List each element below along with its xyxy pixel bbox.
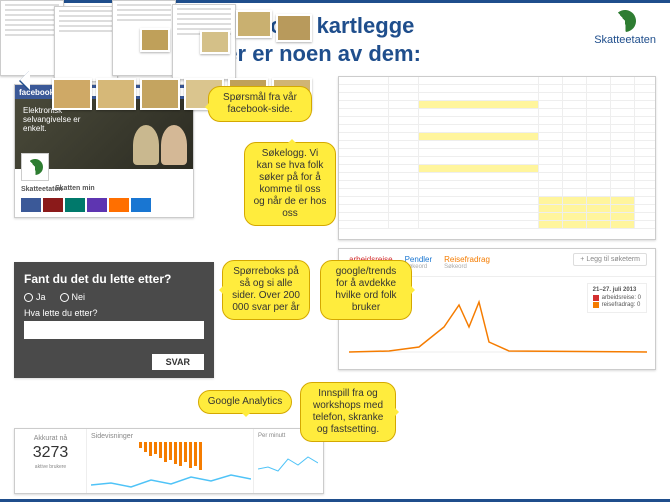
facebook-tile (21, 198, 41, 212)
workshop-photo (140, 78, 180, 110)
facebook-tile (43, 198, 63, 212)
trends-term: ReisefradragSøkeord (444, 255, 490, 270)
callout-trends: google/trends for å avdekke hvilke ord f… (320, 260, 412, 320)
facebook-cover-people (133, 125, 187, 165)
facebook-tiles (15, 196, 193, 214)
survey-title: Fant du det du lette etter? (14, 262, 214, 292)
doc-page (54, 6, 118, 82)
workshop-photo (96, 78, 136, 110)
facebook-tile (87, 198, 107, 212)
workshop-photo (236, 10, 272, 38)
ga-sparkline (91, 465, 251, 489)
radio-icon (24, 293, 33, 302)
callout-facebook: Spørsmål fra vår facebook-side. (208, 86, 312, 122)
workshop-photo (52, 78, 92, 110)
workshop-photo (276, 14, 312, 42)
workshop-photo (200, 30, 230, 54)
ga-now-sub: aktive brukere (17, 464, 84, 470)
spreadsheet-screenshot (338, 76, 656, 240)
brand-mark-icon (610, 6, 641, 37)
trends-legend-date: 21–27. juli 2013 (593, 287, 641, 293)
facebook-tile (131, 198, 151, 212)
facebook-avatar (21, 153, 49, 181)
brand-name: Skatteetaten (594, 34, 656, 46)
ga-now-value: 3273 (17, 444, 84, 462)
analytics-screenshot: Akkurat nå 3273 aktive brukere Sidevisni… (14, 428, 324, 494)
workshop-photo (140, 28, 170, 52)
survey-submit-button[interactable]: SVAR (152, 354, 204, 370)
brand-logo: Skatteetaten (594, 10, 656, 46)
facebook-tile (65, 198, 85, 212)
ga-now-label: Akkurat nå (17, 435, 84, 442)
survey-input[interactable] (24, 321, 204, 339)
trends-add-term[interactable]: + Legg til søketerm (573, 253, 647, 266)
survey-label: Hva lette du etter? (14, 308, 214, 321)
ga-mid-label: Sidevisninger (91, 433, 249, 440)
survey-form: Fant du det du lette etter? Ja Nei Hva l… (14, 262, 214, 378)
survey-option-yes[interactable]: Ja (24, 292, 46, 302)
survey-option-no[interactable]: Nei (60, 292, 86, 302)
facebook-tile (109, 198, 129, 212)
callout-searchlog: Søkelogg. Vi kan se hva folk søker på fo… (244, 142, 336, 226)
callout-ga: Google Analytics (198, 390, 292, 414)
facebook-page-title: Skatten min (55, 185, 187, 192)
ga-mini-chart (258, 439, 318, 479)
callout-survey: Spørreboks på så og si alle sider. Over … (222, 260, 310, 320)
facebook-cover-text: Elektronisk selvangivelse er enkelt. (23, 107, 103, 133)
callout-workshops: Innspill fra og workshops med telefon, s… (300, 382, 396, 442)
facebook-org: Skatteetaten (21, 186, 63, 193)
radio-icon (60, 293, 69, 302)
